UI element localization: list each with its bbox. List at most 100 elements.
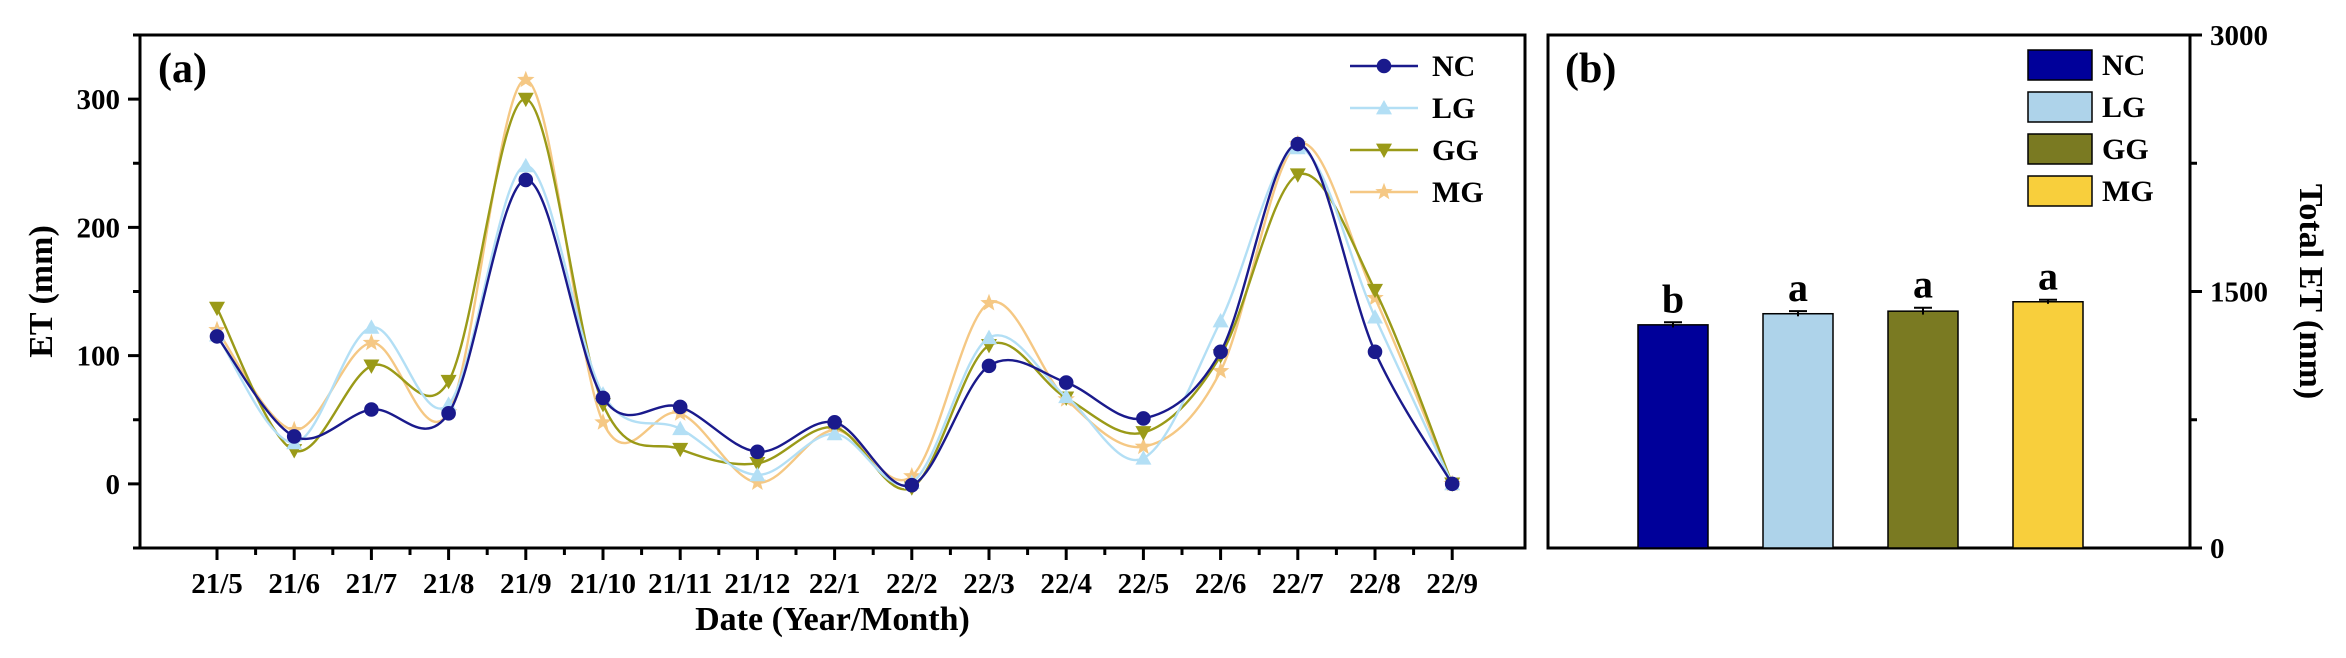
x-tick-label: 22/4 xyxy=(1040,568,1092,600)
series-nc xyxy=(209,136,1460,493)
data-point-gg xyxy=(1135,426,1152,441)
data-point-lg xyxy=(1058,388,1075,404)
legend-swatch xyxy=(2027,133,2093,165)
data-point-lg xyxy=(1367,309,1383,324)
significance-label: b xyxy=(1662,276,1684,321)
data-point-mg xyxy=(594,413,612,430)
data-point-nc xyxy=(750,444,765,460)
data-point-gg xyxy=(1367,283,1383,299)
legend-label: MG xyxy=(1432,176,1484,209)
legend-label: LG xyxy=(2102,91,2145,124)
legend-label: GG xyxy=(1432,134,1479,167)
data-point-mg xyxy=(362,333,381,351)
legend-swatch xyxy=(2027,91,2093,123)
significance-label: a xyxy=(1788,265,1808,310)
x-tick-label: 22/9 xyxy=(1426,568,1478,600)
data-point-lg xyxy=(749,466,766,482)
panel-a-label: (a) xyxy=(158,46,207,92)
series-line-gg xyxy=(215,97,1454,491)
data-point-lg xyxy=(517,157,534,173)
legend-label: NC xyxy=(2102,49,2145,82)
bar-group-mg: a xyxy=(2012,254,2084,549)
y-tick-label: 100 xyxy=(77,341,121,373)
data-point-nc xyxy=(286,429,302,444)
legend-label: NC xyxy=(1432,50,1475,83)
x-tick-label: 22/6 xyxy=(1195,568,1247,600)
data-point-nc xyxy=(1058,375,1074,390)
y-tick-label: 200 xyxy=(77,212,121,244)
data-point-nc xyxy=(1290,136,1306,152)
bar-group-lg: a xyxy=(1762,265,1834,549)
legend-label: GG xyxy=(2102,133,2149,166)
x-tick-label: 22/1 xyxy=(809,568,861,600)
data-point-nc xyxy=(595,390,611,406)
significance-label: a xyxy=(2038,254,2058,299)
y-tick-label: 0 xyxy=(106,469,121,501)
right-y-tick-label: 1500 xyxy=(2210,277,2268,309)
right-y-tick-label: 0 xyxy=(2210,533,2225,565)
data-point-gg xyxy=(363,359,380,374)
data-point-lg xyxy=(981,329,997,345)
data-point-lg xyxy=(363,319,380,334)
data-point-lg xyxy=(1212,312,1229,328)
data-point-lg xyxy=(1135,450,1152,465)
panel-b-label: (b) xyxy=(1565,46,1616,92)
data-point-gg xyxy=(517,92,534,108)
data-point-mg xyxy=(1134,437,1153,455)
significance-label: a xyxy=(1913,262,1933,307)
legend-marker xyxy=(1376,58,1392,74)
x-tick-label: 21/8 xyxy=(423,568,475,600)
data-point-mg xyxy=(517,70,535,88)
x-tick-label: 21/10 xyxy=(570,568,636,600)
data-point-gg xyxy=(1289,168,1306,183)
legend-label: MG xyxy=(2102,175,2154,208)
bar-gg xyxy=(1887,310,1959,549)
data-point-nc xyxy=(441,406,456,421)
data-point-nc xyxy=(904,477,920,493)
legend-marker xyxy=(1376,100,1392,115)
data-point-mg xyxy=(748,473,767,490)
data-point-nc xyxy=(672,399,688,415)
x-tick-label: 21/7 xyxy=(346,568,398,600)
x-tick-label: 22/8 xyxy=(1349,568,1401,600)
total-et-axis-title: Total ET (mm) xyxy=(2292,184,2329,399)
x-tick-label: 22/2 xyxy=(886,568,938,600)
data-point-mg xyxy=(980,293,998,311)
right-y-tick-label: 3000 xyxy=(2210,20,2268,52)
data-point-nc xyxy=(364,402,379,417)
legend-swatch xyxy=(2027,49,2093,81)
data-point-mg xyxy=(1211,361,1230,379)
x-tick-label: 21/6 xyxy=(268,568,320,600)
data-point-gg xyxy=(209,301,225,317)
data-point-nc xyxy=(1213,344,1228,360)
bar-group-nc: b xyxy=(1637,276,1709,549)
data-point-nc xyxy=(1136,411,1151,426)
bar-group-gg: a xyxy=(1887,262,1959,549)
data-point-gg xyxy=(749,456,766,472)
legend-a: NC LG GG MG xyxy=(1350,50,1484,209)
y-axis-title: ET (mm) xyxy=(23,225,60,358)
x-tick-label: 22/5 xyxy=(1118,568,1170,600)
panel-b: (b) Total ET (mm) 0 1500 3000 b a a a NC LG GG MG xyxy=(1546,20,2329,565)
data-point-nc xyxy=(1444,476,1460,492)
data-point-lg xyxy=(826,425,843,441)
x-tick-label: 22/3 xyxy=(963,568,1015,600)
bar-mg xyxy=(2012,301,2084,549)
x-tick-label: 21/5 xyxy=(191,568,243,600)
data-point-nc xyxy=(827,415,842,430)
legend-swatch xyxy=(2027,175,2093,207)
x-tick-label: 22/7 xyxy=(1272,568,1324,600)
plot-frame-a xyxy=(138,33,1527,550)
data-point-gg xyxy=(440,374,457,390)
y-tick-label: 300 xyxy=(77,84,121,116)
legend-marker xyxy=(1375,182,1393,200)
data-point-gg xyxy=(672,442,689,458)
legend-marker xyxy=(1376,143,1392,158)
x-tick-label: 21/11 xyxy=(648,568,712,600)
legend-b: NC LG GG MG xyxy=(2027,49,2154,208)
panel-a: (a) Date (Year/Month) ET (mm) 0 100 200 300… xyxy=(23,33,1527,638)
bar-nc xyxy=(1637,324,1709,549)
data-point-lg xyxy=(672,420,689,436)
x-axis-title: Date (Year/Month) xyxy=(695,601,970,638)
